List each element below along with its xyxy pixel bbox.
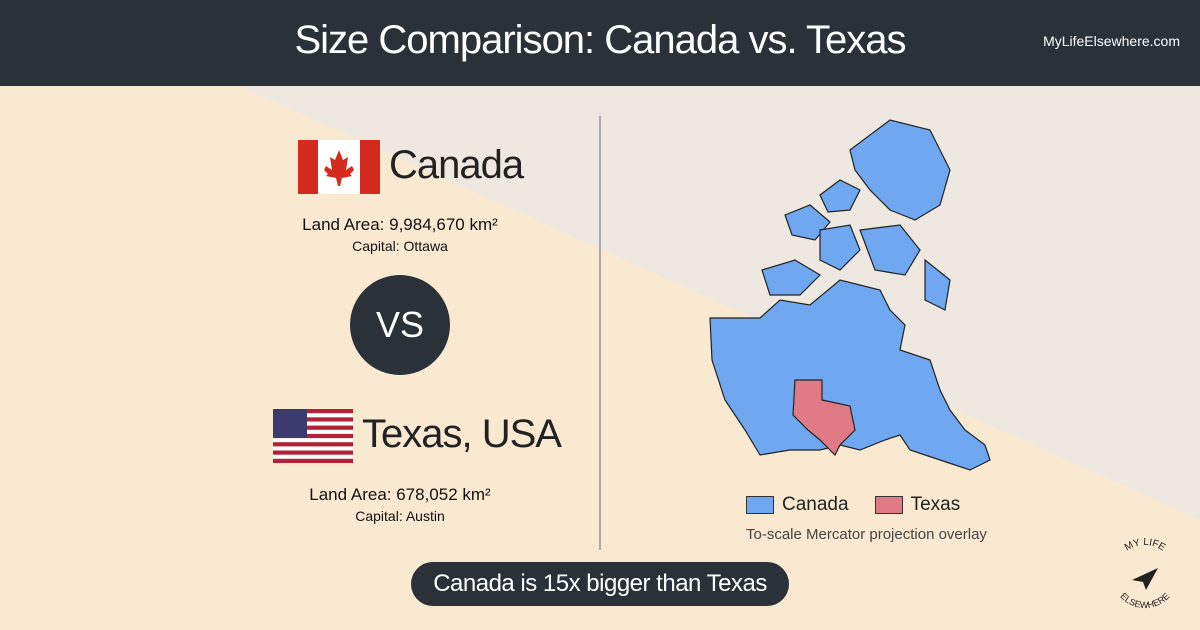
canada-flag: [298, 140, 380, 194]
logo-bottom: ELSEWHERE: [1119, 591, 1172, 610]
map: [709, 119, 991, 471]
header: Size Comparison: Canada vs. Texas MyLife…: [0, 0, 1200, 86]
summary: Canada is 15x bigger than Texas: [411, 562, 789, 606]
logo-top: MY LIFE: [1123, 537, 1168, 554]
land-area: Land Area: 678,052 km²: [309, 485, 491, 504]
usa-flag: [273, 409, 353, 463]
vs-badge: VS: [350, 275, 450, 375]
map-note: To-scale Mercator projection overlay: [746, 526, 987, 543]
logo: MY LIFE ELSEWHERE: [1119, 537, 1172, 610]
logo-text: ELSEWHERE: [1119, 591, 1172, 610]
legend-label: Texas: [910, 494, 961, 515]
country-name: Texas, USA: [362, 412, 562, 456]
land-area: Land Area: 9,984,670 km²: [302, 215, 498, 234]
divider: [599, 116, 601, 550]
capital: Capital: Ottawa: [352, 238, 448, 254]
legend-label: Canada: [782, 494, 849, 515]
country-info: Land Area: 678,052 km² Capital: Austin: [250, 485, 550, 524]
legend: Canada Texas: [746, 494, 960, 516]
site-name[interactable]: MyLifeElsewhere.com: [1043, 33, 1180, 49]
legend-swatch: [746, 496, 774, 514]
country-info: Land Area: 9,984,670 km² Capital: Ottawa: [250, 215, 550, 254]
title: Size Comparison: Canada vs. Texas: [294, 18, 906, 62]
capital: Capital: Austin: [355, 508, 445, 524]
logo-text: MY LIFE: [1123, 537, 1168, 554]
country-name: Canada: [389, 143, 524, 187]
legend-swatch: [874, 496, 903, 514]
